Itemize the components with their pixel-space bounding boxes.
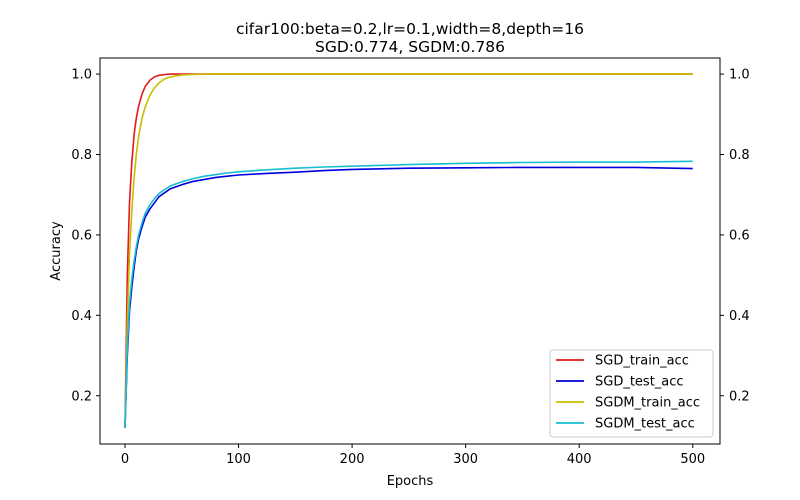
legend: SGD_train_acc SGD_test_acc SGDM_train_acc S… (549, 349, 714, 438)
x-axis-label: Epochs (387, 474, 434, 489)
plot-frame (99, 57, 721, 445)
chart-subtitle: SGD:0.774, SGDM:0.786 (315, 38, 505, 56)
x-tick-label: 0 (121, 452, 129, 467)
chart-title: cifar100:beta=0.2,lr=0.1,width=8,depth=1… (236, 20, 584, 38)
legend-label: SGD_test_acc (595, 375, 684, 390)
x-tick-label: 100 (226, 452, 251, 467)
legend-label: SGDM_train_acc (595, 396, 700, 411)
y2-tick-label: 0.8 (729, 148, 750, 163)
legend-box (549, 349, 714, 438)
series-line-sgdm-test-acc (124, 160, 693, 428)
y-axis-label: Accuracy (49, 221, 64, 281)
x-tick-label: 200 (340, 452, 365, 467)
y-axis-left: 0.2 0.4 0.6 0.8 1.0 (71, 68, 100, 404)
series-line-sgdm-train-acc (124, 73, 693, 428)
x-tick-label: 400 (567, 452, 592, 467)
x-tick-label: 500 (680, 452, 705, 467)
x-axis: 0 100 200 300 400 500 (121, 444, 705, 467)
legend-label: SGD_train_acc (595, 354, 689, 369)
y2-tick-label: 0.2 (729, 389, 750, 404)
y2-tick-label: 0.6 (729, 228, 750, 243)
series-layer (124, 73, 693, 428)
y2-tick-label: 0.4 (729, 309, 750, 324)
y-tick-label: 0.4 (71, 309, 92, 324)
x-tick-label: 300 (453, 452, 478, 467)
y-tick-label: 0.6 (71, 228, 92, 243)
y-tick-label: 0.8 (71, 148, 92, 163)
y2-tick-label: 1.0 (729, 68, 750, 83)
y-tick-label: 0.2 (71, 389, 92, 404)
legend-label: SGDM_test_acc (595, 417, 695, 432)
y-axis-right: 0.2 0.4 0.6 0.8 1.0 (720, 68, 750, 404)
y-tick-label: 1.0 (71, 68, 92, 83)
